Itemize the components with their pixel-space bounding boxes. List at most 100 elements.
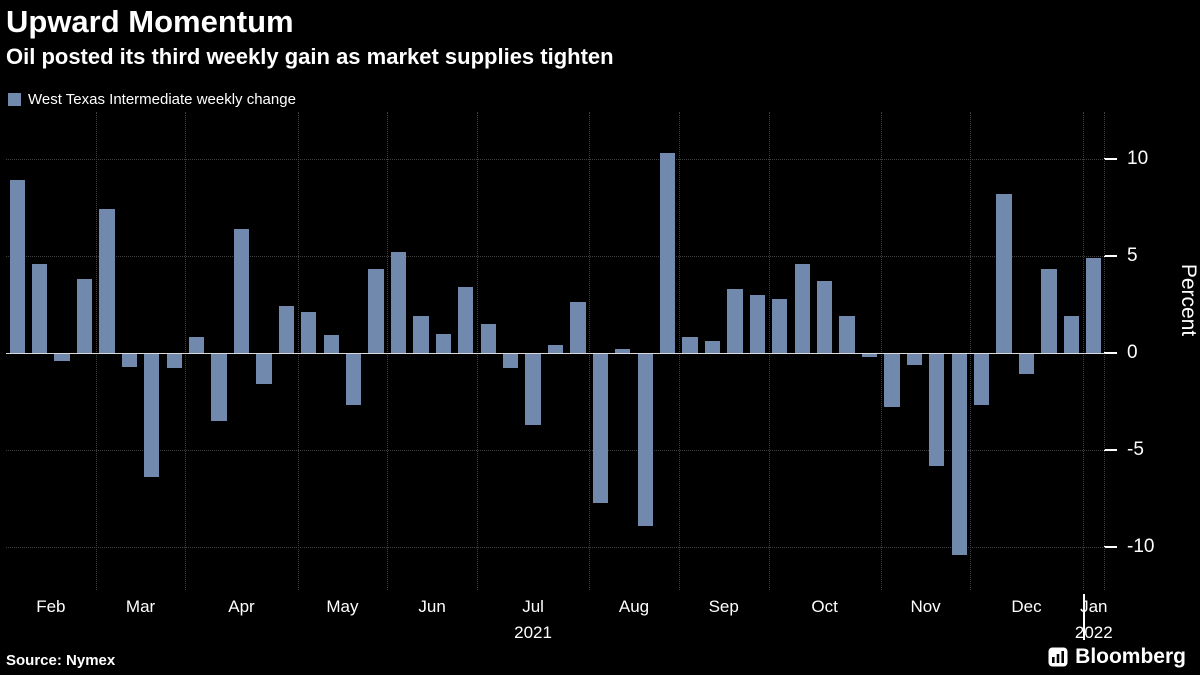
month-label: Sep	[708, 597, 739, 616]
h-gridline	[6, 255, 1105, 257]
bar	[592, 352, 608, 503]
v-gridline	[768, 112, 770, 590]
bar	[951, 352, 967, 556]
month-label: Apr	[228, 597, 255, 616]
bloomberg-logo: Bloomberg	[1048, 645, 1186, 669]
v-gridline	[477, 112, 478, 590]
bar	[1086, 257, 1102, 353]
y-tick-label: -10	[1127, 536, 1155, 558]
bar	[390, 251, 407, 353]
v-gridline	[880, 112, 882, 590]
bar	[301, 312, 317, 353]
chart-subtitle: Oil posted its third weekly gain as mark…	[6, 44, 614, 69]
bar	[368, 269, 384, 353]
y-tick-dash	[1104, 449, 1117, 452]
chart-title: Upward Momentum	[6, 4, 294, 39]
bar	[346, 352, 362, 406]
y-tick-dash	[1104, 254, 1117, 257]
bloomberg-terminal-icon	[1048, 647, 1068, 667]
month-label: Mar	[125, 597, 156, 616]
source-label: Source: Nymex	[6, 652, 116, 669]
bar	[503, 352, 519, 369]
legend-swatch-icon	[8, 93, 21, 106]
month-label: Nov	[910, 597, 941, 616]
y-tick-label: 10	[1127, 147, 1149, 169]
y-tick-label: 5	[1127, 244, 1138, 266]
bar	[144, 352, 160, 478]
legend-label: West Texas Intermediate weekly change	[28, 91, 296, 108]
legend: West Texas Intermediate weekly change	[8, 91, 296, 108]
month-label: Aug	[618, 597, 650, 616]
bar	[929, 352, 945, 466]
h-gridline	[6, 158, 1105, 160]
v-gridline	[589, 112, 591, 590]
bar	[1041, 269, 1057, 353]
y-tick-dash	[1104, 157, 1117, 160]
h-gridline	[6, 547, 1105, 549]
bar	[861, 352, 878, 357]
bar	[570, 302, 586, 353]
v-gridline	[678, 112, 680, 590]
bar	[839, 316, 855, 353]
bar	[278, 306, 294, 353]
bar	[682, 337, 698, 353]
bar	[727, 288, 743, 353]
bar	[435, 333, 451, 353]
bar	[637, 352, 653, 526]
h-gridline	[6, 450, 1105, 452]
bar	[974, 352, 990, 406]
month-label: Jul	[522, 597, 544, 616]
month-label: May	[326, 597, 359, 616]
bloomberg-label: Bloomberg	[1075, 645, 1186, 668]
year-label: 2021	[514, 623, 552, 642]
bar	[480, 323, 496, 353]
bar	[76, 279, 93, 353]
v-gridline	[970, 112, 972, 590]
v-gridline	[1082, 112, 1084, 590]
year-axis-tick	[1082, 594, 1085, 640]
bar	[884, 352, 900, 408]
bar	[817, 281, 833, 353]
y-axis-title: Percent	[1177, 263, 1200, 337]
month-label: Feb	[36, 597, 66, 616]
bar	[1063, 316, 1079, 353]
bar	[615, 349, 631, 353]
v-gridline	[1104, 112, 1105, 590]
bar	[189, 337, 205, 353]
bar	[996, 193, 1012, 353]
bar	[704, 341, 721, 353]
month-label: Dec	[1011, 597, 1042, 616]
bar	[525, 352, 541, 425]
month-label: Jun	[418, 597, 446, 616]
zero-line	[6, 352, 1105, 354]
bar	[660, 152, 676, 353]
year-label: 2022	[1074, 623, 1113, 642]
bar	[1018, 352, 1035, 375]
bar	[906, 352, 922, 365]
bar	[413, 316, 429, 353]
plot-area: 10 5 0 -5 -10 Feb Mar Apr May Jun Jul 2021 Aug Sep Oct…	[6, 112, 1154, 642]
bar	[772, 298, 788, 353]
bar	[233, 228, 250, 353]
bar	[458, 286, 474, 353]
bar	[547, 345, 564, 353]
month-label: Oct	[811, 597, 838, 616]
bar	[121, 352, 137, 367]
bar	[256, 352, 272, 385]
v-gridline	[297, 112, 299, 590]
bar	[794, 263, 810, 353]
bar	[54, 352, 70, 361]
v-gridline	[95, 112, 97, 590]
bar	[32, 263, 48, 353]
v-gridline	[387, 112, 389, 590]
y-tick-label: 0	[1127, 341, 1138, 363]
bar	[166, 352, 182, 369]
y-tick-label: -5	[1127, 439, 1144, 461]
bar	[749, 294, 765, 353]
bar	[211, 352, 227, 421]
y-tick-dash	[1104, 351, 1117, 354]
bar	[323, 335, 339, 353]
month-label: Jan	[1080, 597, 1108, 616]
y-tick-dash	[1104, 546, 1117, 549]
